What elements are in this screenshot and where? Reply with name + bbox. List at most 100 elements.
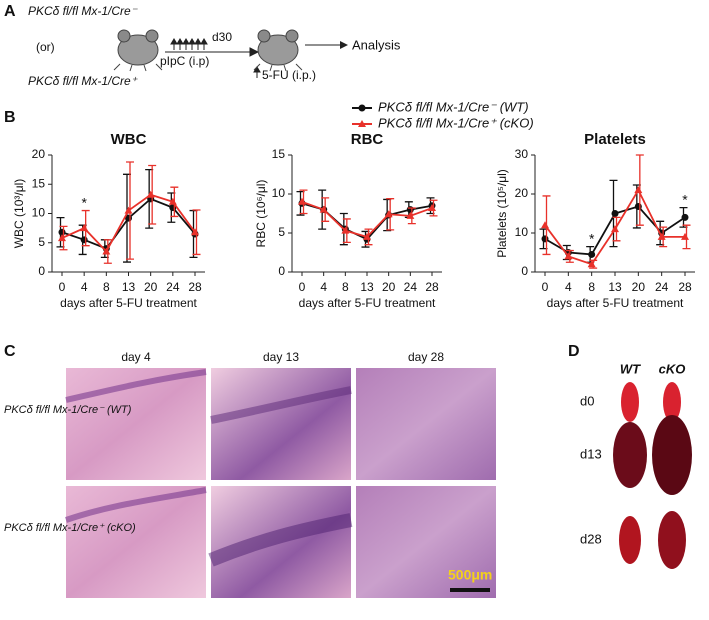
x-axis-label: days after 5-FU treatment (547, 296, 684, 310)
row-label: d0 (580, 393, 594, 408)
y-tick-label: 20 (32, 147, 46, 161)
y-axis-label: RBC (10⁶/μl) (254, 180, 268, 248)
column-header: cKO (659, 361, 686, 376)
y-tick-label: 30 (515, 147, 529, 161)
analysis-label: Analysis (352, 37, 401, 52)
spleens (613, 382, 692, 569)
marker (587, 260, 596, 268)
marker (319, 205, 328, 213)
significance-mark: * (589, 230, 595, 246)
chart-title: Platelets (584, 131, 646, 148)
x-tick-label: 0 (299, 280, 306, 294)
pipc-label: pIpC (i.p) (160, 54, 209, 68)
marker (681, 232, 689, 240)
column-header: day 28 (408, 350, 444, 364)
marker (611, 225, 619, 233)
y-tick-label: 10 (272, 186, 286, 200)
row-label: PKCδ fl/fl Mx-1/Cre⁺ (cKO) (4, 522, 136, 534)
day-label: d30 (212, 30, 232, 44)
significance-mark: * (682, 191, 688, 207)
fu-label: 5-FU (i.p.) (262, 68, 316, 82)
marker (541, 235, 549, 243)
marker (634, 186, 643, 194)
x-tick-label: 24 (166, 280, 180, 294)
row-label: d13 (580, 446, 602, 461)
x-tick-label: 0 (542, 280, 549, 294)
marker (341, 226, 350, 234)
genotype: PKCδ fl/fl Mx-1/Cre⁻ (28, 4, 139, 18)
chart-title: RBC (351, 131, 384, 148)
y-axis-label: WBC (10³/μl) (12, 179, 26, 249)
panel-label: B (4, 109, 16, 126)
y-tick-label: 10 (515, 225, 529, 239)
marker (146, 190, 155, 198)
x-axis-label: days after 5-FU treatment (60, 296, 197, 310)
mouse (253, 29, 303, 72)
marker (611, 210, 619, 217)
injection-arrows (165, 38, 261, 78)
y-axis-label: Platelets (10⁵/μl) (495, 169, 509, 258)
marker (80, 236, 88, 244)
y-tick-label: 0 (278, 264, 285, 278)
x-tick-label: 13 (360, 280, 374, 294)
marker (564, 252, 573, 260)
x-tick-label: 24 (655, 280, 669, 294)
x-tick-label: 4 (565, 280, 572, 294)
genotype: PKCδ fl/fl Mx-1/Cre⁺ (28, 74, 139, 88)
y-tick-label: 10 (32, 206, 46, 220)
marker (406, 211, 415, 219)
x-axis-label: days after 5-FU treatment (299, 296, 436, 310)
panel-label: D (568, 343, 580, 360)
histology-images (65, 368, 496, 598)
x-tick-label: 20 (382, 280, 396, 294)
x-tick-label: 13 (608, 280, 622, 294)
x-tick-label: 20 (632, 280, 646, 294)
legend-label: PKCδ fl/fl Mx-1/Cre⁺ (cKO) (378, 115, 534, 130)
y-tick-label: 5 (278, 225, 285, 239)
scale-bar-label: 500μm (448, 567, 492, 583)
y-tick-label: 15 (32, 176, 46, 190)
y-tick-label: 20 (515, 186, 529, 200)
marker (541, 221, 549, 229)
chart-title: WBC (111, 131, 147, 148)
marker (191, 228, 199, 236)
marker (58, 234, 66, 242)
marker (428, 204, 436, 212)
marker (168, 197, 177, 205)
or-text: (or) (36, 40, 55, 54)
x-tick-label: 8 (103, 280, 110, 294)
marker (298, 197, 306, 205)
significance-mark: * (81, 194, 87, 210)
legend-label: PKCδ fl/fl Mx-1/Cre⁻ (WT) (378, 99, 529, 114)
x-tick-label: 4 (81, 280, 88, 294)
arrow-head (340, 41, 348, 49)
mouse (113, 29, 163, 72)
x-tick-label: 8 (342, 280, 349, 294)
y-tick-label: 0 (38, 264, 45, 278)
y-tick-label: 15 (272, 147, 286, 161)
x-tick-label: 28 (425, 280, 439, 294)
legend-marker (358, 120, 366, 127)
y-tick-label: 0 (521, 264, 528, 278)
marker (588, 250, 596, 258)
panel-label: C (4, 343, 16, 360)
marker (102, 247, 111, 255)
panel-label: A (4, 3, 16, 20)
x-tick-label: 20 (144, 280, 158, 294)
x-tick-label: 28 (678, 280, 692, 294)
column-header: day 4 (121, 350, 151, 364)
x-tick-label: 24 (404, 280, 418, 294)
x-tick-label: 0 (59, 280, 66, 294)
y-tick-label: 5 (38, 235, 45, 249)
marker (634, 202, 642, 210)
marker (124, 206, 133, 214)
column-header: WT (620, 361, 641, 376)
marker (80, 224, 89, 232)
row-label: PKCδ fl/fl Mx-1/Cre⁻ (WT) (4, 404, 132, 416)
x-tick-label: 4 (320, 280, 327, 294)
marker (363, 232, 371, 240)
x-tick-label: 28 (188, 280, 202, 294)
column-header: day 13 (263, 350, 299, 364)
marker (384, 210, 393, 218)
